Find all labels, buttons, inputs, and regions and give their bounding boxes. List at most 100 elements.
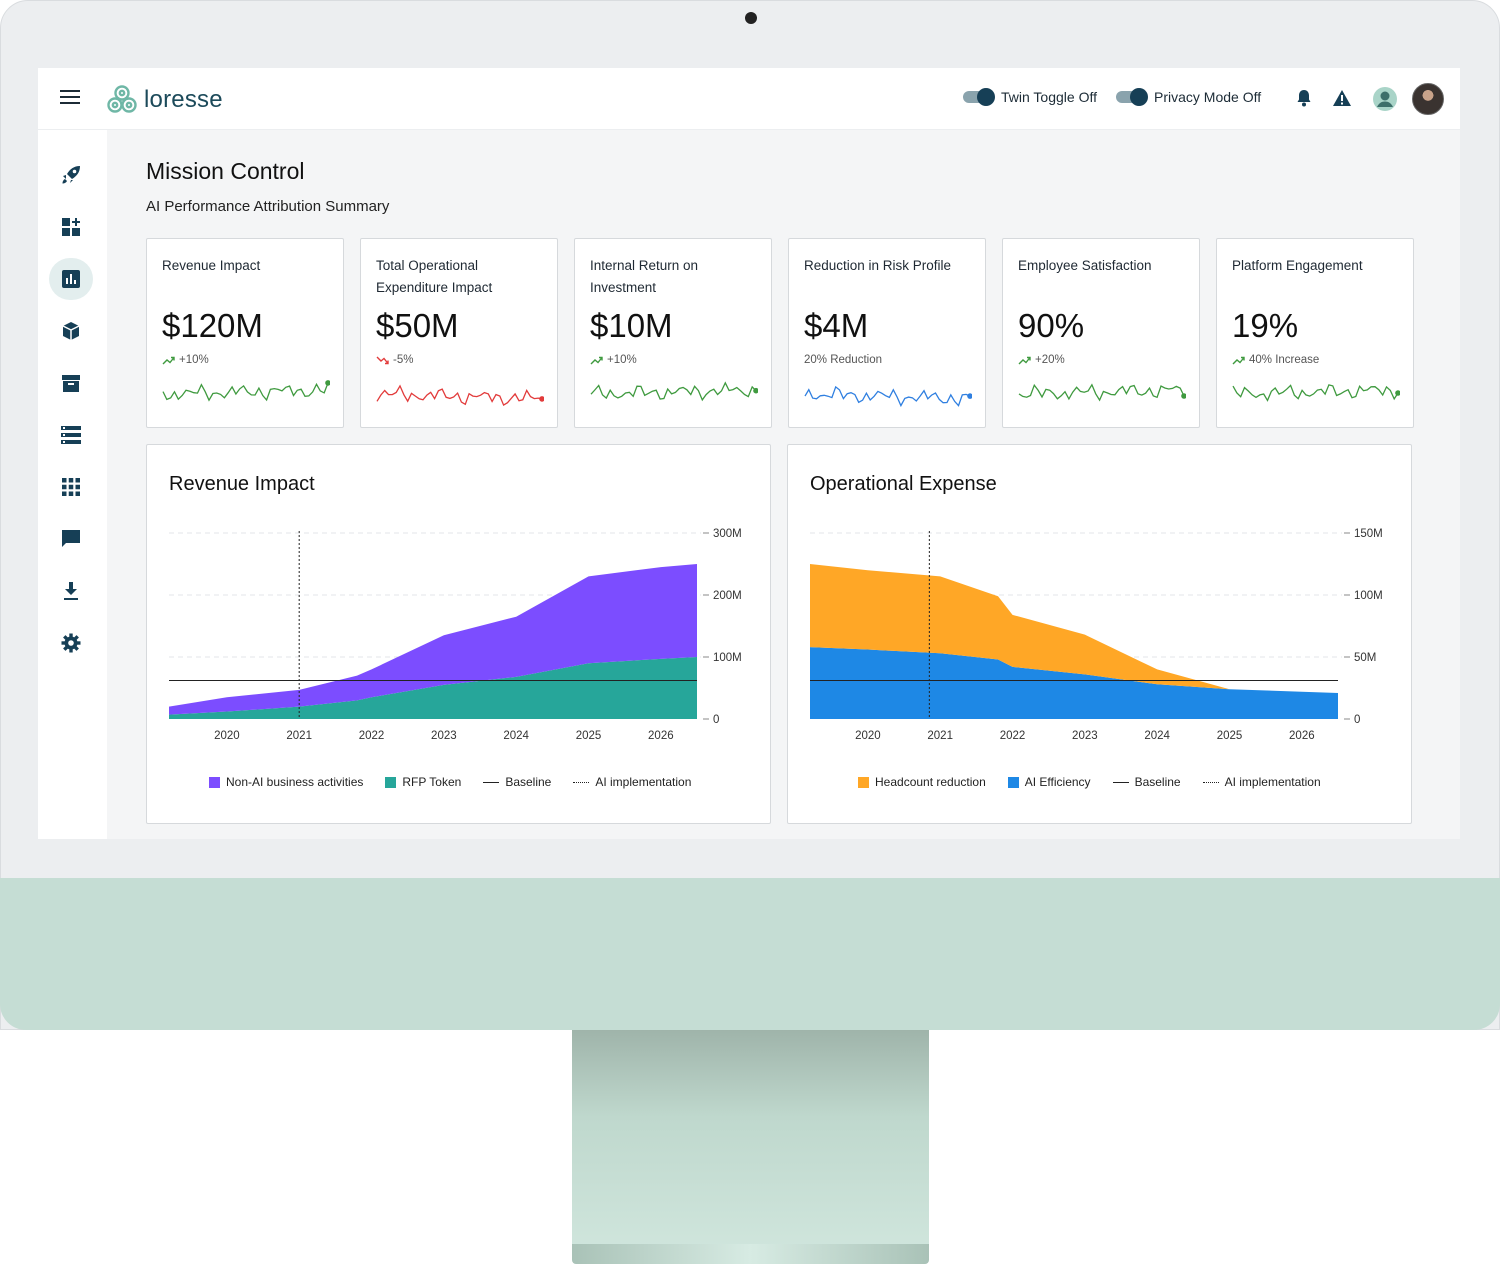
legend-swatch (385, 776, 397, 788)
sidebar-item-settings[interactable] (49, 622, 93, 664)
legend-item[interactable]: Baseline (483, 775, 551, 789)
x-tick-label: 2026 (648, 730, 674, 742)
y-tick-label: 200M (713, 590, 742, 602)
legend-label: RFP Token (402, 775, 462, 789)
x-tick-label: 2020 (214, 730, 240, 742)
legend-swatch (209, 776, 220, 788)
camera-dot (745, 12, 757, 24)
sparkline (1232, 384, 1400, 402)
sparkline-end-dot (1181, 393, 1186, 399)
legend-item[interactable]: AI implementation (1202, 775, 1321, 789)
kpi-card[interactable]: Revenue Impact $120M +10% (146, 238, 344, 428)
area-series-non-ai-business-activities (169, 564, 697, 715)
sidebar-item-chat[interactable] (49, 518, 93, 560)
brand-logo[interactable]: loresse (104, 82, 223, 118)
sidebar-item-dashboard[interactable] (49, 206, 93, 248)
sparkline-path (1018, 383, 1185, 402)
menu-icon[interactable] (60, 90, 80, 106)
sparkline-path (804, 385, 971, 408)
legend-item[interactable]: Baseline (1112, 775, 1181, 789)
bell-icon[interactable] (1296, 88, 1312, 108)
x-tick-label: 2022 (1000, 730, 1026, 742)
legend-line (1112, 781, 1129, 783)
sidebar-item-models[interactable] (49, 310, 93, 352)
kpi-delta-text: +20% (1035, 354, 1065, 366)
y-tick-label: 0 (1354, 714, 1360, 726)
twin-toggle-switch[interactable] (963, 88, 995, 106)
settings-icon (61, 633, 81, 653)
kpi-value: $50M (376, 307, 459, 344)
privacy-toggle-switch[interactable] (1116, 88, 1148, 106)
legend-dotted-line (1202, 781, 1219, 783)
sparkline (1018, 383, 1186, 402)
archive-icon (62, 375, 80, 392)
legend-item[interactable]: Non-AI business activities (209, 775, 363, 789)
kpi-label: Employee Satisfaction (1018, 258, 1152, 273)
sidebar-item-archive[interactable] (49, 362, 93, 404)
kpi-delta: +20% (1018, 353, 1184, 367)
chart-title: Revenue Impact (169, 473, 315, 495)
top-bar: loresse Twin Toggle Off Privacy Mode Off (38, 68, 1460, 130)
y-tick-label: 50M (1354, 652, 1376, 664)
privacy-toggle-label: Privacy Mode Off (1154, 89, 1262, 105)
monitor-chin (0, 878, 1500, 1030)
kpi-card[interactable]: Total Operational Expenditure Impact $50M… (360, 238, 558, 428)
analytics-icon (62, 270, 80, 288)
x-tick-label: 2021 (286, 730, 312, 742)
legend-item[interactable]: Headcount reduction (858, 775, 986, 789)
sparkline (376, 384, 544, 407)
kpi-card[interactable]: Employee Satisfaction 90% +20% (1002, 238, 1200, 428)
privacy-toggle[interactable]: Privacy Mode Off (1116, 88, 1262, 106)
x-tick-label: 2025 (1217, 730, 1243, 742)
kpi-value: 90% (1018, 307, 1085, 344)
kpi-card[interactable]: Platform Engagement 19% 40% Increase (1216, 238, 1414, 428)
legend-item[interactable]: AI implementation (573, 775, 691, 789)
contact-icon[interactable] (1372, 86, 1398, 112)
kpi-delta: +10% (590, 353, 756, 367)
revenue-impact-chart: 300M 200M 100M 0 2020 2021 2022 2023 2024 2025 202… (169, 528, 742, 742)
y-tick-label: 0 (713, 714, 719, 726)
kpi-value: 19% (1232, 307, 1299, 344)
kpi-value: $4M (804, 307, 869, 344)
trend-up-icon (590, 356, 603, 364)
area-series-ai-efficiency (810, 647, 1338, 719)
kpi-delta: -5% (376, 353, 542, 367)
operational-expense-chart-card: Operational Expense 150M 100M 50M 0 2020 2021… (787, 444, 1412, 824)
sidebar (38, 130, 107, 839)
kpi-delta-text: 20% Reduction (804, 354, 882, 366)
twin-toggle[interactable]: Twin Toggle Off (963, 88, 1097, 106)
x-tick-label: 2026 (1289, 730, 1315, 742)
sidebar-item-analytics[interactable] (49, 258, 93, 300)
app-screen: loresse Twin Toggle Off Privacy Mode Off (38, 68, 1460, 839)
page-subtitle: AI Performance Attribution Summary (146, 198, 390, 215)
warning-icon[interactable] (1332, 88, 1352, 108)
kpi-label: Internal Return on Investment (590, 258, 699, 295)
legend-label: AI implementation (595, 775, 692, 789)
sparkline-end-dot (539, 396, 544, 402)
twin-toggle-label: Twin Toggle Off (1001, 89, 1097, 105)
legend-item[interactable]: RFP Token (385, 775, 461, 789)
sidebar-item-list[interactable] (49, 414, 93, 456)
sidebar-item-launch[interactable] (49, 154, 93, 196)
kpi-value: $10M (590, 307, 673, 344)
kpi-label: Platform Engagement (1232, 258, 1363, 273)
triskelion-logo-icon (107, 85, 137, 113)
y-tick-label: 300M (713, 528, 742, 540)
legend-label: Baseline (1134, 775, 1181, 789)
sidebar-item-download[interactable] (49, 570, 93, 612)
chart-legend: Headcount reduction AI Efficiency Baseline… (858, 775, 1321, 789)
sparkline-path (376, 384, 543, 407)
legend-label: AI Efficiency (1024, 775, 1091, 789)
sidebar-item-apps[interactable] (49, 466, 93, 508)
y-tick-label: 100M (1354, 590, 1383, 602)
kpi-card[interactable]: Reduction in Risk Profile $4M 20% Reductio… (788, 238, 986, 428)
revenue-impact-chart-card: Revenue Impact 300M 200M 100M 0 2020 2021 2022… (146, 444, 771, 824)
area-series-rfp-token (169, 657, 697, 719)
user-avatar[interactable] (1412, 83, 1444, 115)
x-tick-label: 2021 (927, 730, 953, 742)
x-tick-label: 2024 (503, 730, 529, 742)
x-tick-label: 2024 (1144, 730, 1170, 742)
kpi-card[interactable]: Internal Return on Investment $10M +10% (574, 238, 772, 428)
legend-item[interactable]: AI Efficiency (1007, 775, 1091, 789)
dashboard-add-icon (62, 218, 80, 236)
